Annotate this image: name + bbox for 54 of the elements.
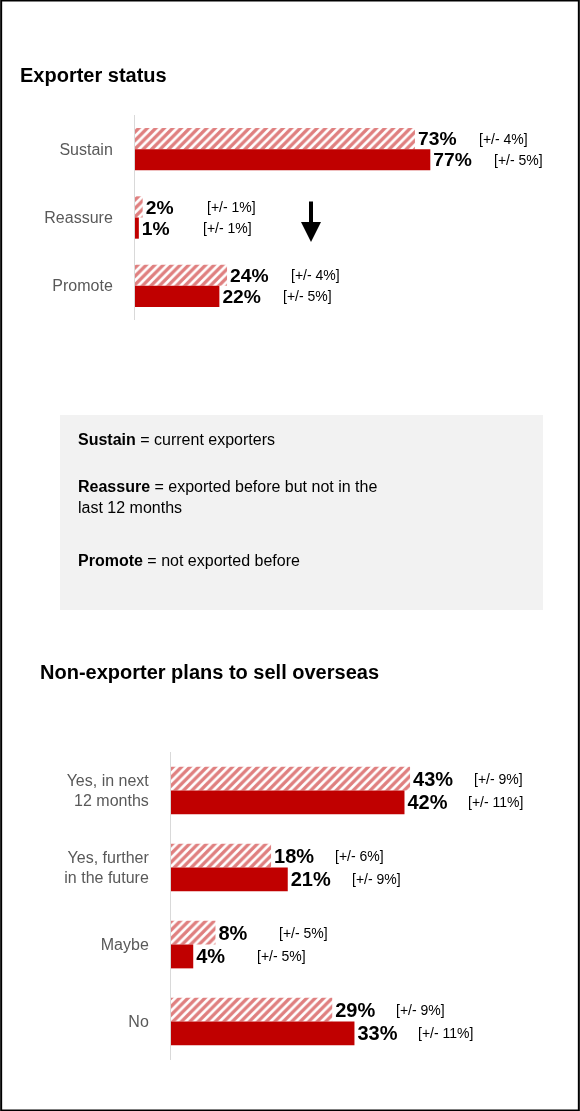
data-label: 33% (357, 1022, 398, 1045)
bar (171, 766, 411, 791)
y-tick-label: Yes, in next 12 months (66, 771, 150, 810)
annotation: [+/- 5%] (257, 948, 306, 964)
y-tick-label: Yes, further in the future (64, 848, 150, 887)
data-label: 77% (433, 149, 472, 171)
bar (171, 997, 333, 1022)
bar (135, 149, 431, 171)
text: Promote = not exported before (78, 552, 301, 569)
data-label: 1% (141, 217, 170, 239)
chart-title: Exporter status (20, 64, 167, 86)
bar (171, 944, 194, 969)
bar (171, 790, 405, 815)
annotation: [+/- 9%] (352, 871, 401, 887)
text: [+/- 5%] (494, 152, 543, 168)
annotation: [+/- 9%] (396, 1002, 445, 1018)
data-label: 22% (222, 286, 261, 308)
bar (135, 217, 139, 239)
bar (135, 196, 143, 218)
text: [+/- 11%] (418, 1025, 474, 1041)
data-label: 29% (335, 998, 376, 1021)
annotation: [+/- 1%] (203, 220, 252, 236)
bar (171, 1021, 355, 1046)
text: [+/- 9%] (474, 771, 523, 787)
data-label: 73% (417, 128, 457, 150)
y-tick-label: Sustain (59, 140, 113, 158)
data-label: 24% (230, 264, 269, 286)
text: Reassure = exported before but not in the last 12 months (78, 478, 378, 516)
data-label: 4% (196, 945, 226, 968)
bar (135, 127, 415, 150)
annotation: [+/- 4%] (291, 267, 340, 283)
bar (171, 867, 288, 892)
y-tick-label: No (128, 1013, 149, 1031)
data-label: 8% (218, 921, 248, 944)
y-tick-label: Reassure (44, 209, 113, 227)
annotation: [+/- 5%] (283, 288, 332, 304)
text: [+/- 11%] (468, 794, 524, 810)
data-label: 43% (413, 767, 454, 790)
bar (135, 264, 228, 286)
y-tick-label: Promote (52, 277, 113, 295)
annotation: [+/- 1%] (207, 199, 256, 215)
y-tick-label: Maybe (100, 936, 149, 954)
data-label: 2% (145, 196, 174, 218)
bar (171, 920, 216, 945)
annotation: [+/- 5%] (279, 925, 328, 941)
data-label: 42% (407, 791, 448, 814)
bar (135, 285, 220, 308)
text: [+/- 4%] (479, 131, 528, 147)
bar (171, 843, 272, 868)
text: Sustain = current exporters (78, 431, 275, 448)
chart-title: Non-exporter plans to sell overseas (40, 661, 380, 683)
annotation: [+/- 6%] (335, 848, 384, 864)
data-label: 21% (290, 868, 331, 891)
data-label: 18% (274, 844, 315, 867)
